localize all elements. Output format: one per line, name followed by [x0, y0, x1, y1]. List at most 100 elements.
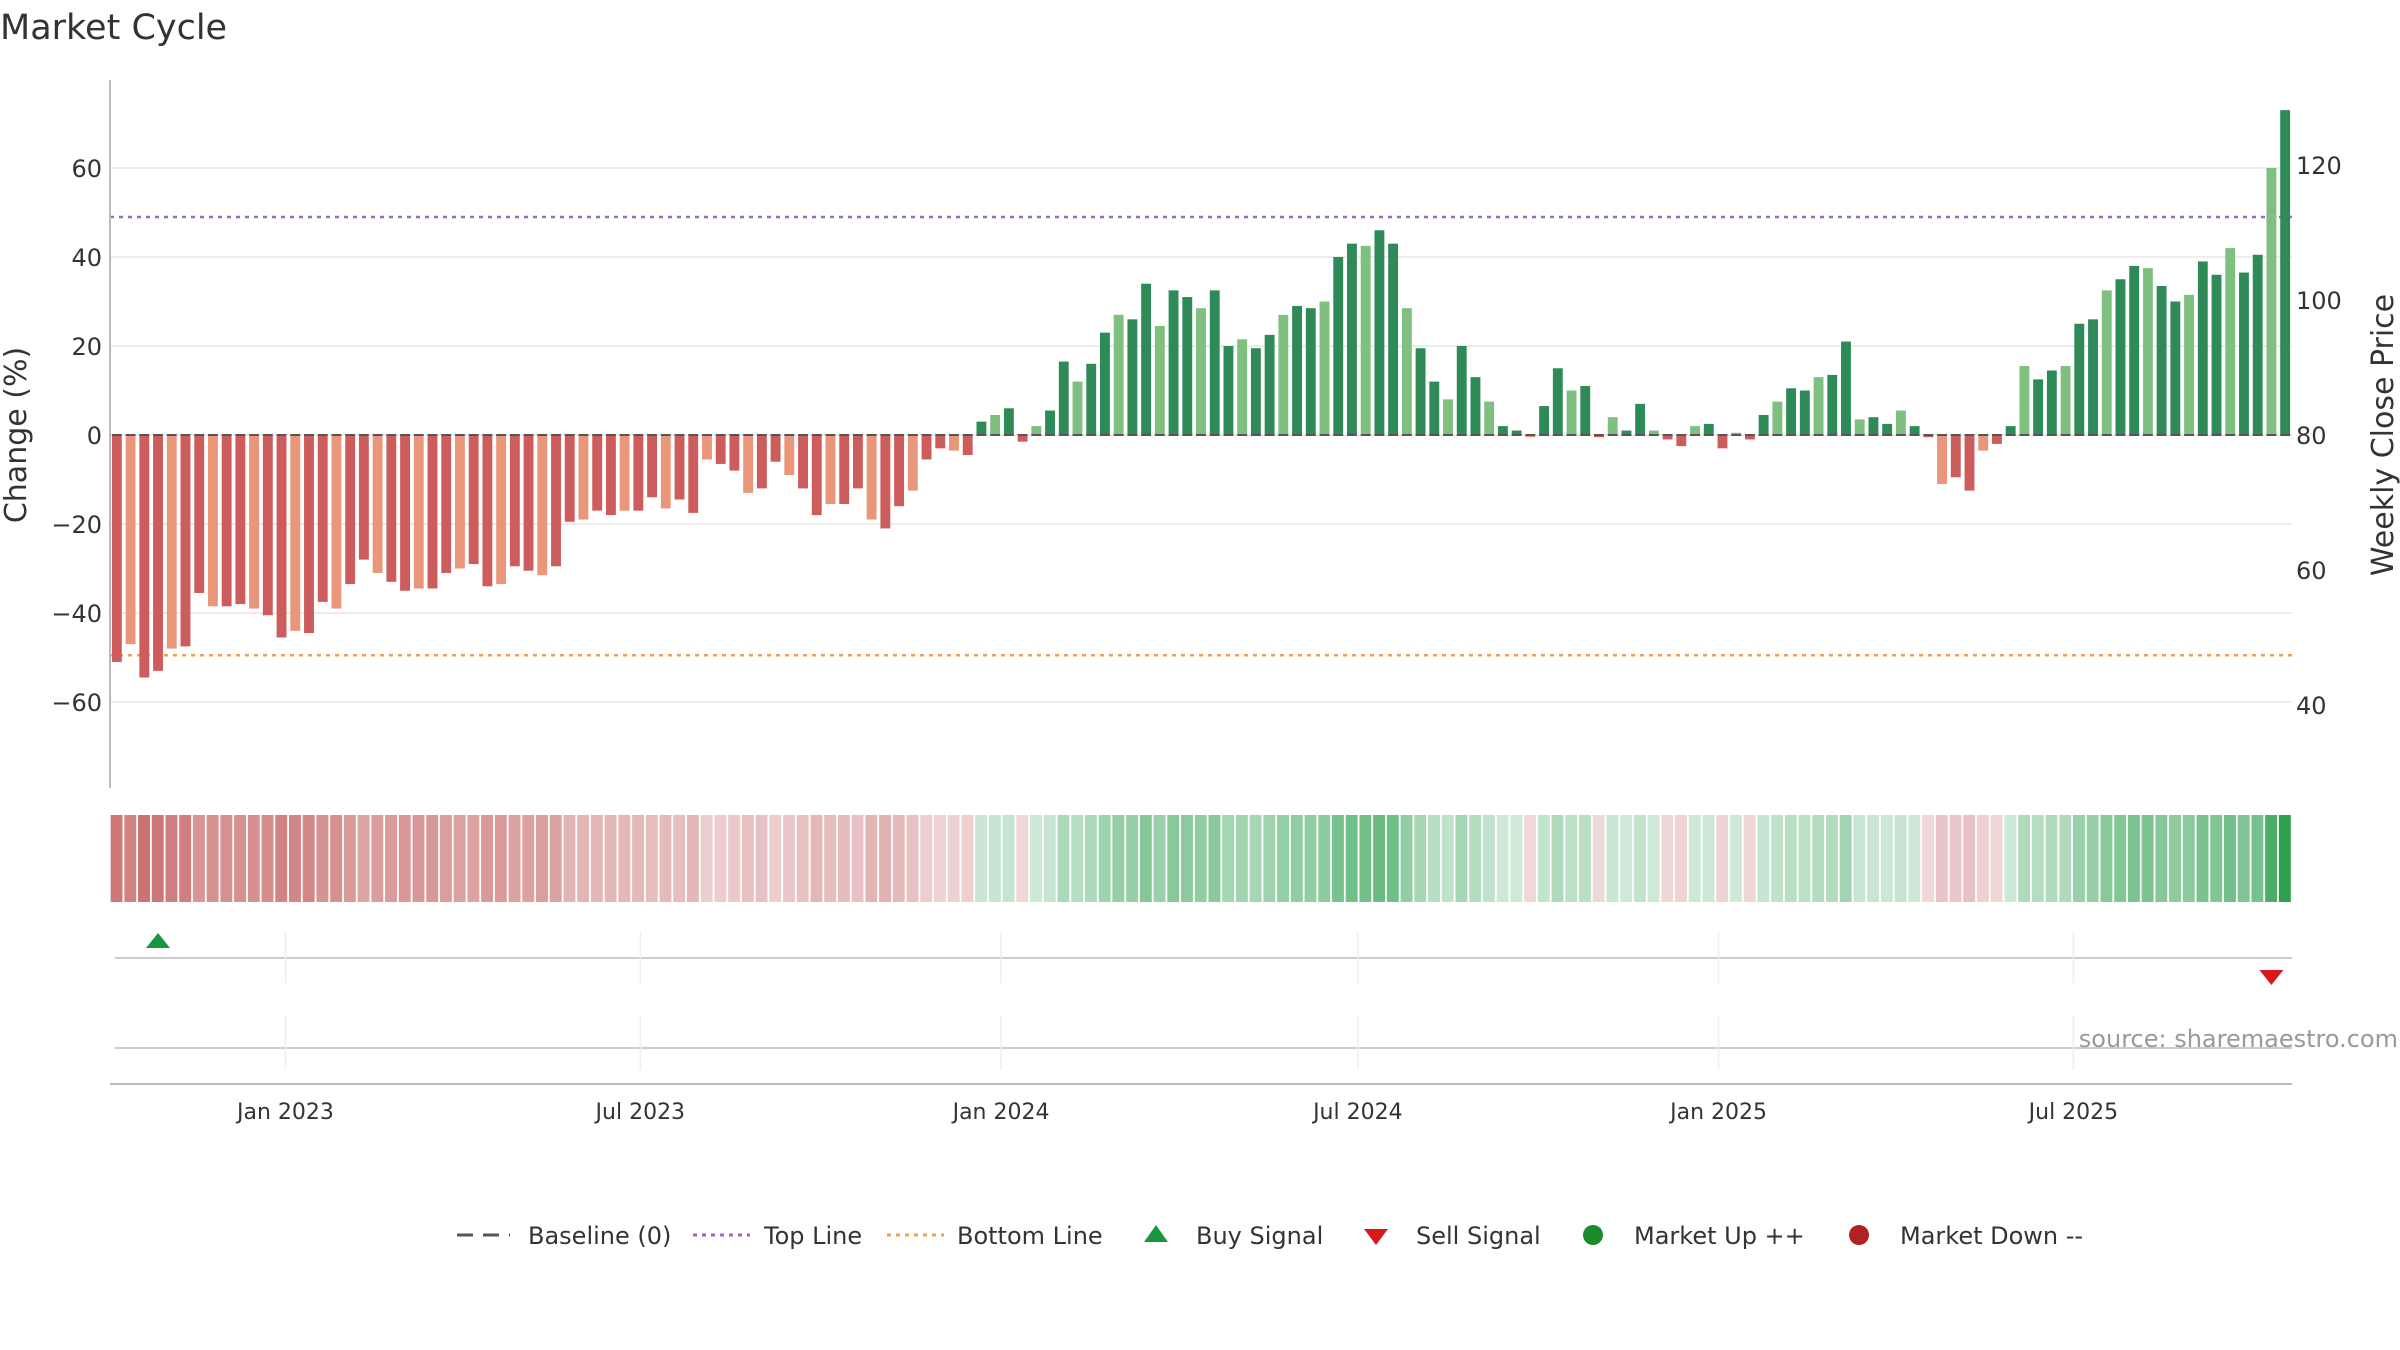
heat-strip-cell: [110, 815, 123, 902]
heat-strip-cell: [2127, 815, 2140, 902]
heat-strip-cell: [1359, 815, 1372, 902]
heat-strip-cell: [1441, 815, 1454, 902]
heat-strip-cell: [1428, 815, 1440, 902]
change-bar: [1333, 257, 1344, 435]
heat-strip-cell: [933, 815, 946, 902]
heat-strip-cell: [1826, 815, 1838, 902]
change-bar: [1607, 417, 1618, 435]
heat-strip-cell: [1578, 815, 1591, 902]
y-left-tick-label: −20: [51, 511, 102, 539]
change-bar: [1237, 339, 1248, 435]
sell-signal-icon: [1364, 1229, 1388, 1245]
heat-strip-cell: [2223, 815, 2236, 902]
change-bar: [441, 435, 452, 573]
change-bar: [647, 435, 658, 498]
heat-strip-cell: [508, 815, 521, 902]
heat-strip-cell: [1949, 815, 1962, 902]
heat-strip-cell: [673, 815, 686, 902]
heat-strip-cell: [1455, 815, 1468, 902]
heat-strip-cell: [714, 815, 727, 902]
y-left-tick-label: 20: [71, 333, 102, 361]
heat-strip-cell: [261, 815, 274, 902]
heat-strip-cell: [1784, 815, 1797, 902]
y-left-tick-label: 0: [87, 422, 102, 450]
heat-strip-cell: [1167, 815, 1180, 902]
heat-strip-cell: [920, 815, 933, 902]
heat-strip-cell: [1331, 815, 1344, 902]
change-bar: [482, 435, 493, 587]
heat-strip-cell: [1963, 815, 1976, 902]
change-bar: [2101, 290, 2112, 435]
change-bar: [1799, 390, 1810, 435]
heat-strip-cell: [2196, 815, 2209, 902]
buy-signal-icon: [1144, 1225, 1168, 1242]
change-bar: [1045, 410, 1055, 435]
heat-strip-cell: [2278, 815, 2291, 902]
change-bar: [455, 435, 465, 569]
change-bar: [1662, 435, 1673, 440]
heat-strip-cell: [1798, 815, 1811, 902]
heat-strip-cell: [494, 815, 507, 902]
change-bar: [2280, 110, 2291, 436]
heat-strip: [110, 815, 2291, 902]
change-bar: [784, 435, 795, 476]
buy-signal-marker: [146, 933, 171, 948]
y-left-tick-label: −60: [51, 689, 102, 717]
change-bar: [1580, 386, 1591, 435]
x-tick-label: Jul 2024: [1311, 1100, 1403, 1125]
change-bar: [729, 435, 740, 471]
change-bar: [1497, 426, 1508, 435]
change-bar: [949, 435, 959, 451]
heat-strip-cell: [412, 815, 425, 902]
change-bar: [756, 435, 767, 489]
heat-strip-cell: [1935, 815, 1948, 902]
change-bar: [1319, 301, 1330, 435]
change-bar: [592, 435, 603, 511]
heat-strip-cell: [824, 815, 837, 902]
heat-strip-cell: [1235, 815, 1248, 902]
change-bar: [1347, 243, 1357, 435]
change-bar: [358, 435, 369, 560]
x-tick-label: Jan 2024: [951, 1100, 1050, 1125]
change-bar: [1017, 435, 1028, 442]
change-bar: [1072, 381, 1083, 435]
change-bar: [1635, 403, 1646, 435]
heat-strip-cell: [810, 815, 823, 902]
heat-strip-cell: [234, 815, 247, 902]
change-bar: [290, 435, 301, 631]
change-bar: [1676, 435, 1687, 447]
heat-strip-cell: [1551, 815, 1564, 902]
change-bar: [1937, 435, 1947, 484]
heat-strip-cell: [2251, 815, 2264, 902]
change-bar: [1484, 401, 1495, 435]
heat-strip-cell: [728, 815, 741, 902]
legend-label-baseline: Baseline (0): [528, 1222, 671, 1250]
change-bar: [1099, 332, 1110, 435]
change-bar: [111, 435, 122, 662]
legend-label-buy: Buy Signal: [1196, 1222, 1323, 1250]
heat-strip-cell: [179, 815, 192, 902]
change-bar: [1168, 290, 1179, 435]
heat-strip-cell: [700, 815, 713, 902]
change-bar: [2225, 248, 2236, 435]
heat-strip-cell: [1716, 815, 1729, 902]
change-bar: [921, 435, 932, 460]
y-right-tick-label: 100: [2296, 287, 2342, 315]
change-bar: [1374, 230, 1385, 435]
heat-strip-cell: [2237, 815, 2250, 902]
legend-label-market-up: Market Up ++: [1634, 1222, 1805, 1250]
change-bar: [770, 435, 781, 462]
heat-strip-cell: [2265, 815, 2278, 902]
y-right-tick-label: 80: [2296, 422, 2327, 450]
y-left-tick-label: 40: [71, 244, 102, 272]
change-bar: [2005, 426, 2016, 435]
change-bar: [1086, 363, 1097, 435]
heat-strip-cell: [481, 815, 494, 902]
heat-strip-cell: [1222, 815, 1235, 902]
change-bar: [166, 435, 177, 649]
heat-strip-cell: [2031, 815, 2044, 902]
change-bar: [1250, 348, 1261, 435]
change-bar: [1456, 346, 1467, 435]
heat-strip-cell: [1908, 815, 1921, 902]
signal-panel: [115, 932, 2292, 1070]
